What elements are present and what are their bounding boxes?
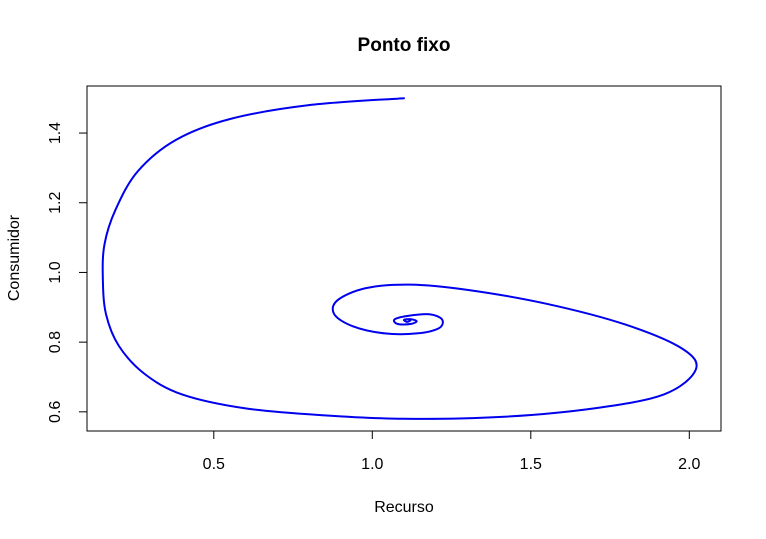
series-trajectory-line [101,97,698,420]
x-axis: 0.5 1.0 1.5 2.0 [203,430,701,473]
x-axis-label: Recurso [374,499,434,516]
plot-frame [86,85,722,432]
y-tick-label: 1.0 [47,261,64,283]
x-tick-label: 0.5 [203,456,225,473]
x-tick-label: 1.5 [520,456,542,473]
chart-title: Ponto fixo [358,35,451,56]
y-tick-label: 1.4 [47,122,64,144]
x-tick-label: 1.0 [361,456,383,473]
y-tick-label: 0.8 [47,331,64,353]
y-axis: 0.6 0.8 1.0 1.2 1.4 [47,122,88,423]
x-tick-label: 2.0 [678,456,700,473]
y-axis-label: Consumidor [6,214,23,301]
y-tick-label: 1.2 [47,192,64,214]
y-tick-label: 0.6 [47,401,64,423]
